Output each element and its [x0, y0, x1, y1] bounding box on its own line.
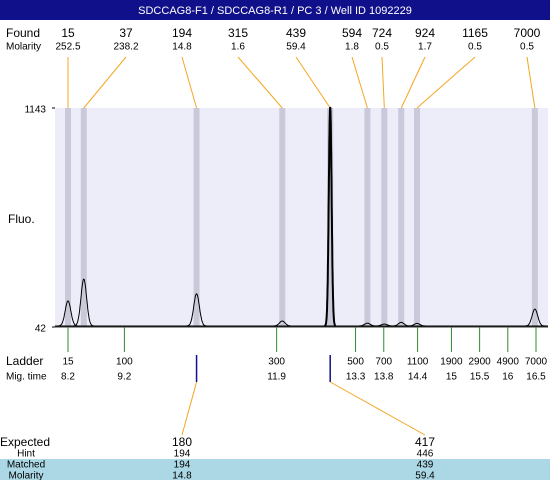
- found-size: 315: [228, 26, 248, 40]
- peak-band: [381, 108, 388, 327]
- found-molarity: 1.6: [231, 42, 245, 53]
- found-size: 7000: [514, 26, 541, 40]
- found-connector: [400, 56, 426, 109]
- found-size: 15: [61, 26, 75, 40]
- expected-connector: [329, 381, 426, 436]
- found-connector: [295, 56, 331, 109]
- y-tick-label: 42: [35, 324, 47, 335]
- expected-connector: [181, 381, 198, 436]
- trace-peak: [523, 308, 547, 327]
- found-molarity: 14.8: [172, 42, 192, 53]
- found-size: 724: [372, 26, 392, 40]
- found-label: Found: [6, 26, 40, 40]
- ladder-time: 9.2: [117, 372, 131, 383]
- expected-molarity-label: Molarity: [8, 471, 43, 480]
- found-molarity-label: Molarity: [6, 42, 41, 53]
- ladder-size: 300: [268, 357, 285, 368]
- ladder-size: 1900: [440, 357, 463, 368]
- found-molarity: 0.5: [468, 42, 482, 53]
- mig-time-label: Mig. time: [6, 372, 47, 383]
- peak-band: [398, 108, 405, 327]
- matched-band: [0, 459, 550, 480]
- found-size: 1165: [462, 26, 488, 40]
- found-connector: [181, 56, 198, 109]
- ladder-time: 15: [446, 372, 458, 383]
- ladder-size: 1100: [407, 357, 429, 368]
- found-connector: [526, 56, 536, 109]
- expected-size: 180: [172, 435, 192, 449]
- found-molarity: 1.8: [345, 42, 359, 53]
- expected-hint: 446: [417, 449, 434, 460]
- trace-peak: [271, 320, 294, 327]
- y-axis-label: Fluo.: [8, 212, 35, 226]
- ladder-size: 500: [347, 357, 364, 368]
- expected-label: Expected: [0, 435, 50, 449]
- found-molarity: 59.4: [286, 42, 306, 53]
- expected-size: 417: [415, 435, 435, 449]
- peak-band: [65, 108, 71, 327]
- trace-peak: [185, 293, 208, 327]
- expected-molarity: 59.4: [415, 471, 435, 480]
- trace-peak: [323, 106, 337, 327]
- found-connector: [416, 56, 476, 109]
- ladder-time: 15.5: [470, 372, 490, 383]
- found-size: 439: [286, 26, 306, 40]
- peak-band: [414, 108, 421, 327]
- ladder-time: 14.4: [408, 372, 428, 383]
- found-size: 194: [172, 26, 192, 40]
- found-connector: [351, 56, 368, 109]
- found-molarity: 1.7: [418, 42, 432, 53]
- peak-band: [364, 108, 371, 327]
- found-size: 924: [415, 26, 435, 40]
- ladder-time: 16: [502, 372, 514, 383]
- ladder-size: 2900: [468, 357, 491, 368]
- expected-matched: 439: [417, 460, 434, 471]
- title: SDCCAG8-F1 / SDCCAG8-R1 / PC 3 / Well ID…: [138, 5, 412, 17]
- ladder-label: Ladder: [6, 354, 43, 368]
- found-molarity: 252.5: [55, 42, 80, 53]
- found-molarity: 238.2: [113, 42, 138, 53]
- expected-molarity: 14.8: [172, 471, 192, 480]
- peak-band: [80, 108, 87, 327]
- matched-label: Matched: [7, 460, 45, 471]
- found-connector: [237, 56, 283, 109]
- expected-hint: 194: [174, 449, 191, 460]
- ladder-size: 100: [116, 357, 133, 368]
- ladder-time: 16.5: [526, 372, 546, 383]
- trace-peak: [72, 278, 96, 327]
- ladder-time: 8.2: [61, 372, 75, 383]
- ladder-time: 13.3: [346, 372, 366, 383]
- hint-label: Hint: [17, 449, 35, 460]
- found-connector: [83, 56, 127, 109]
- found-connector: [381, 56, 385, 109]
- ladder-time: 11.9: [267, 372, 286, 383]
- plot-area: [55, 108, 548, 327]
- ladder-size: 4900: [497, 357, 520, 368]
- ladder-time: 13.8: [374, 372, 394, 383]
- found-size: 37: [119, 26, 133, 40]
- ladder-size: 15: [62, 357, 74, 368]
- title-bar: [0, 0, 550, 20]
- found-size: 594: [342, 26, 362, 40]
- found-molarity: 0.5: [375, 42, 389, 53]
- peak-band: [279, 108, 286, 327]
- peak-band: [327, 108, 334, 327]
- peak-band: [193, 108, 200, 327]
- ladder-size: 700: [375, 357, 392, 368]
- found-molarity: 0.5: [520, 42, 534, 53]
- ladder-size: 7000: [525, 357, 548, 368]
- peak-band: [531, 108, 538, 327]
- trace-peak: [405, 322, 429, 327]
- expected-matched: 194: [174, 460, 191, 471]
- y-tick-label: 1143: [24, 105, 46, 116]
